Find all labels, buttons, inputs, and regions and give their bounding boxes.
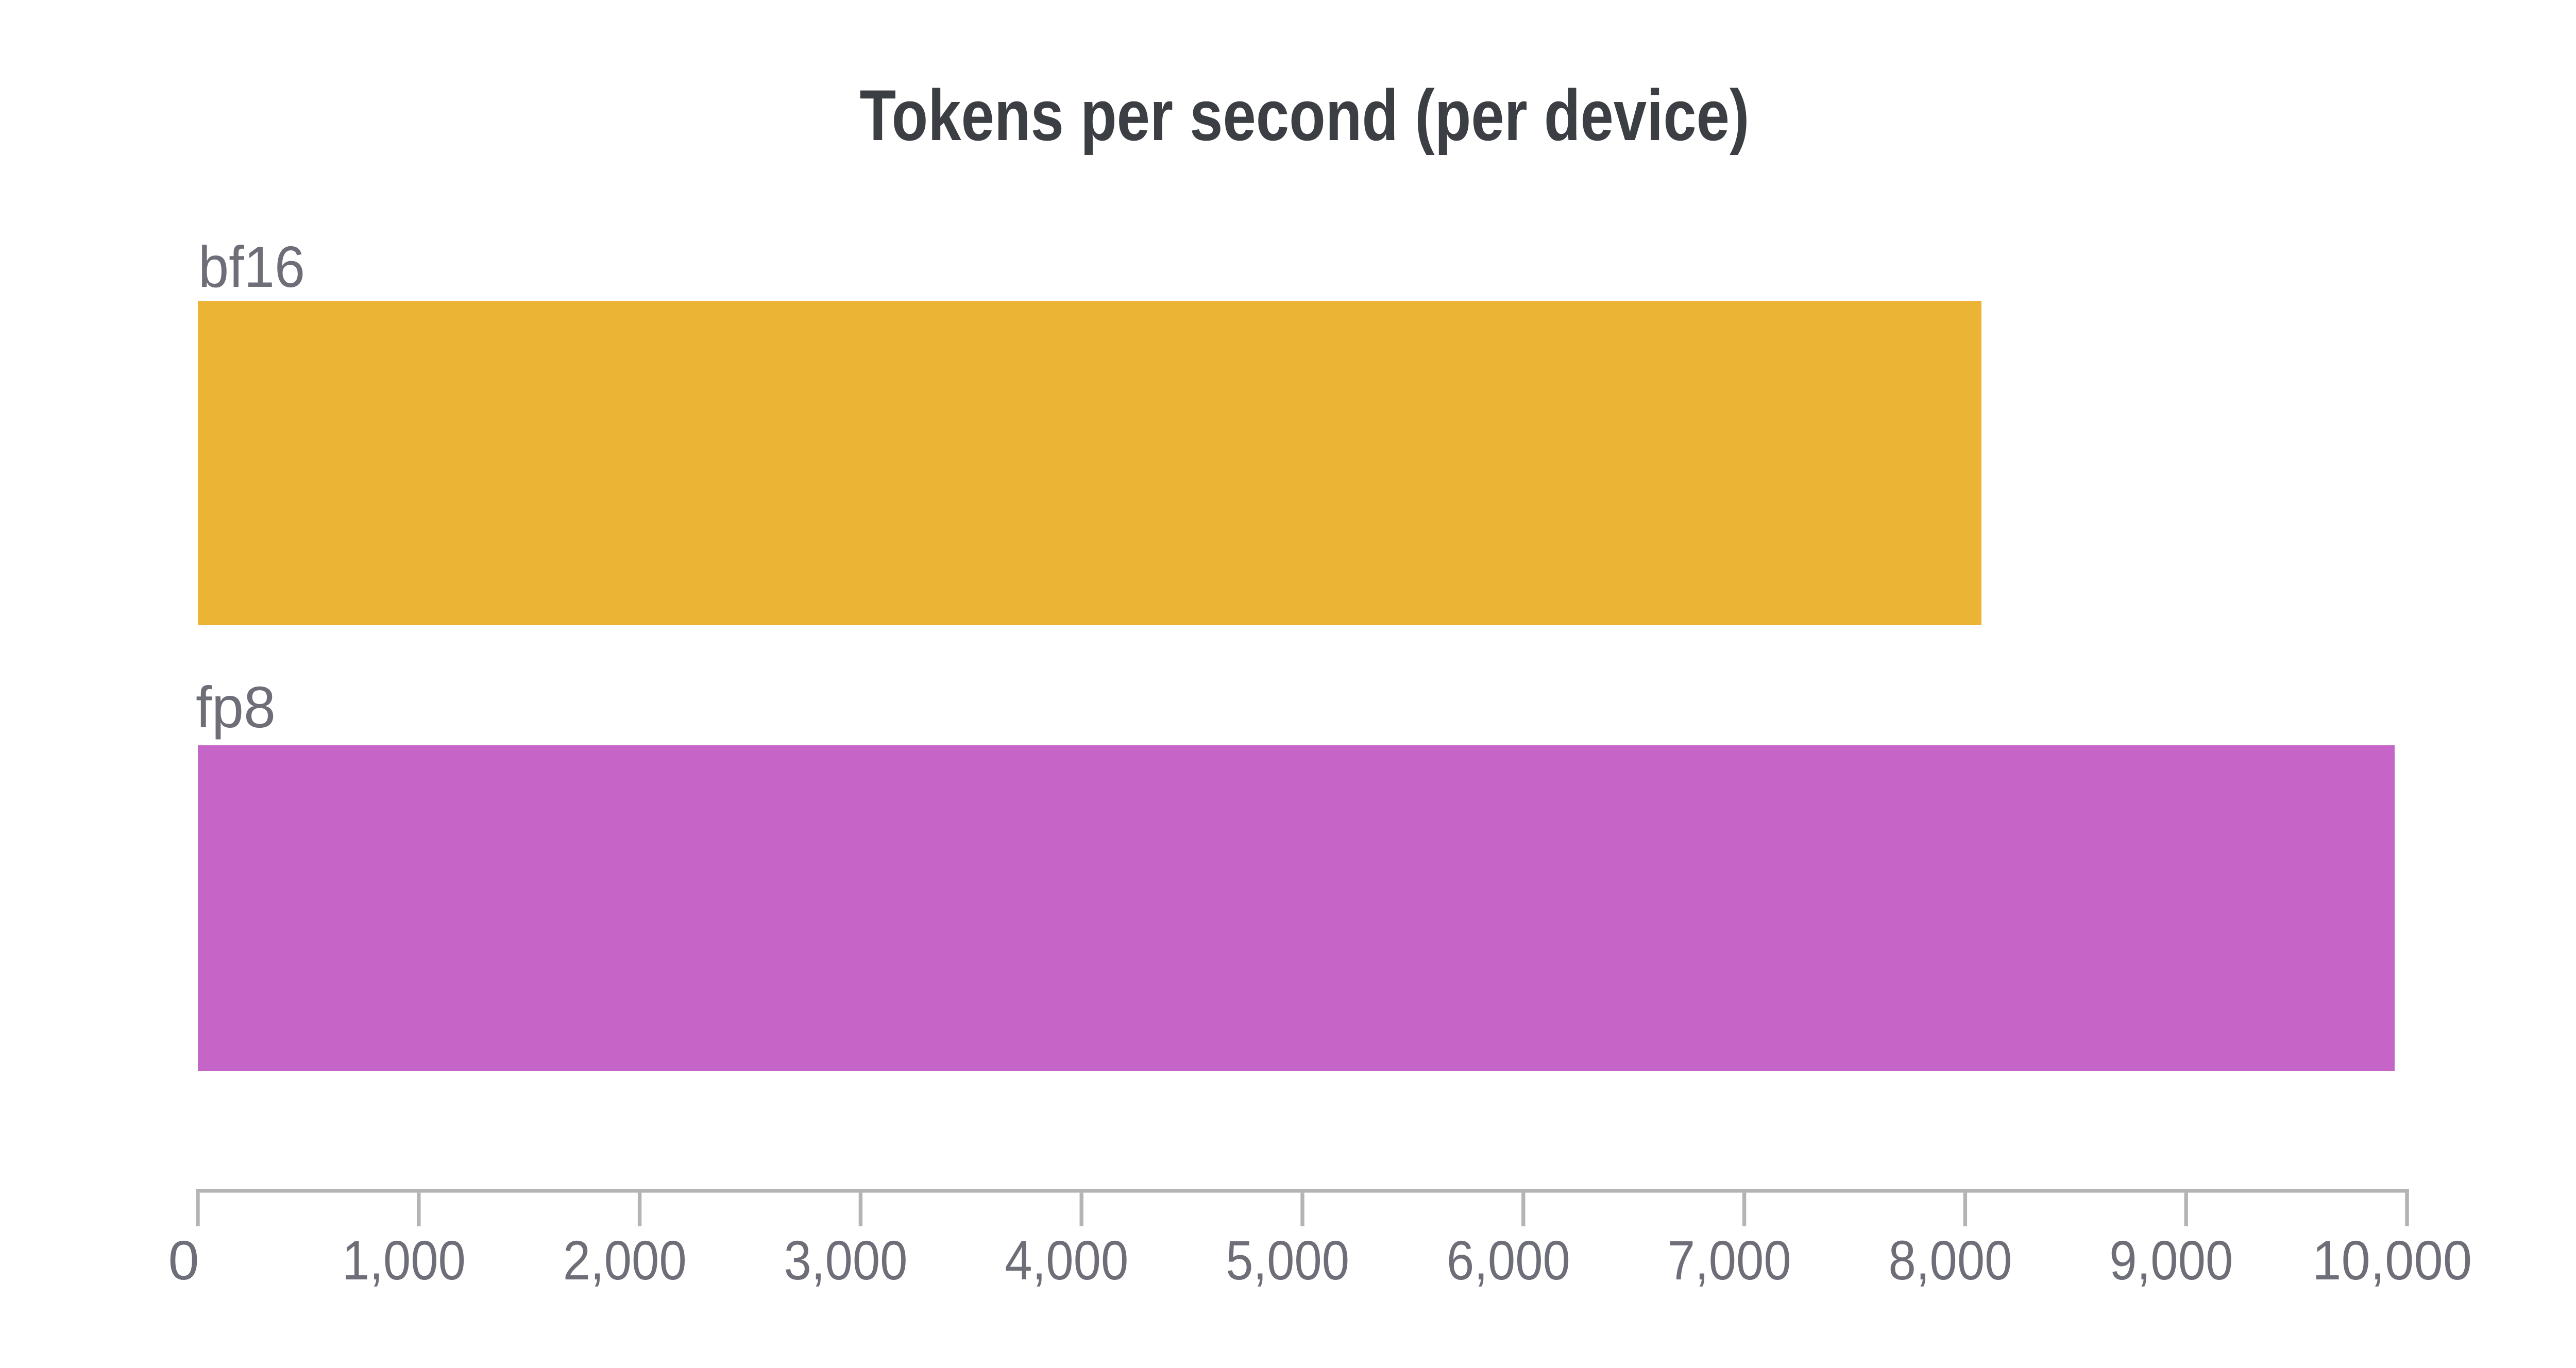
svg-text:5,000: 5,000 [1226,1229,1349,1291]
svg-text:8,000: 8,000 [1889,1229,2012,1291]
svg-text:0: 0 [168,1229,199,1291]
svg-text:7,000: 7,000 [1668,1229,1791,1291]
svg-text:4,000: 4,000 [1005,1229,1128,1291]
svg-text:bf16: bf16 [198,234,305,299]
svg-text:fp8: fp8 [196,675,276,740]
svg-text:Tokens per second (per device): Tokens per second (per device) [860,75,1750,156]
svg-text:9,000: 9,000 [2109,1229,2233,1291]
svg-text:3,000: 3,000 [784,1229,908,1291]
svg-text:10,000: 10,000 [2312,1229,2472,1291]
svg-text:1,000: 1,000 [342,1229,466,1291]
svg-text:6,000: 6,000 [1447,1229,1570,1291]
svg-text:2,000: 2,000 [563,1229,687,1291]
